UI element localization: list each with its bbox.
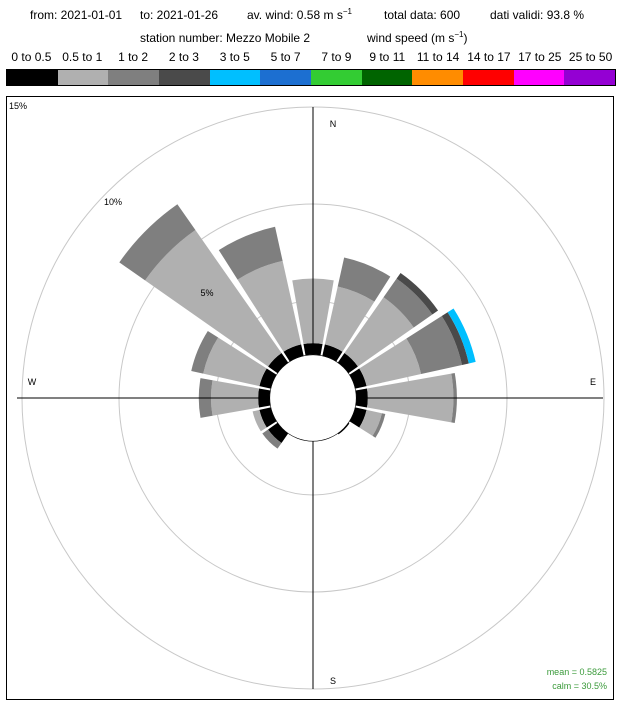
- calm-value: calm = 30.5%: [552, 681, 607, 691]
- legend-swatch: [7, 70, 58, 85]
- petal-segment: [268, 353, 289, 374]
- from-date: from: 2021-01-01: [30, 8, 123, 22]
- wind-speed-text: wind speed (m s: [367, 31, 455, 45]
- petal-segment: [372, 413, 386, 438]
- wind-speed-title: wind speed (m s−1): [367, 30, 468, 46]
- petal-segment: [259, 407, 277, 428]
- petal-segment: [337, 257, 391, 302]
- petal-segment: [447, 308, 476, 364]
- petal-group: [119, 204, 476, 449]
- legend-label: 3 to 5: [219, 50, 250, 64]
- label-group: N E S W 10% 5%: [28, 119, 596, 686]
- legend-label: 9 to 11: [369, 50, 406, 64]
- legend-label: 0.5 to 1: [62, 50, 103, 64]
- petal-segment: [359, 409, 382, 436]
- direction-label-w: W: [28, 377, 37, 387]
- direction-label-s: S: [330, 676, 336, 686]
- petal-segment: [406, 315, 463, 375]
- petal-segment: [203, 337, 267, 387]
- valid-data: dati validi: 93.8 %: [490, 8, 585, 22]
- petal-segment: [237, 260, 302, 352]
- mean-value: mean = 0.5825: [547, 667, 607, 677]
- legend-label: 0 to 0.5: [11, 50, 52, 64]
- legend-swatch: [311, 70, 362, 85]
- header-row-2: station number: Mezzo Mobile 2 wind spee…: [0, 31, 618, 47]
- average-wind-exponent: −1: [342, 7, 352, 16]
- calm-circle: [269, 354, 357, 442]
- station-number: station number: Mezzo Mobile 2: [140, 31, 311, 45]
- ring-label-10: 10%: [104, 197, 122, 207]
- legend-swatch: [209, 70, 261, 85]
- ring-label-5: 5%: [200, 288, 213, 298]
- direction-label-n: N: [330, 119, 337, 129]
- average-wind-text: av. wind: 0.58 m s: [247, 8, 343, 22]
- petal-segment: [262, 429, 282, 449]
- legend-swatch: [513, 70, 565, 85]
- petal-segment: [283, 344, 304, 362]
- legend-swatch: [463, 70, 514, 85]
- legend-colorbar: [6, 69, 616, 86]
- petal-segment: [322, 344, 343, 362]
- petal-segment: [349, 407, 367, 428]
- legend-swatch: [159, 70, 210, 85]
- wind-rose-svg: N E S W 10% 5% 15% mean = 0.5825 calm = 30.5%: [9, 101, 607, 691]
- petal-segment: [359, 338, 422, 387]
- direction-label-e: E: [590, 377, 596, 387]
- petal-segment: [145, 230, 282, 367]
- legend-swatch: [57, 70, 109, 85]
- legend-swatch: [361, 70, 413, 85]
- petal-segment: [218, 226, 283, 280]
- legend-label: 17 to 25: [518, 50, 562, 64]
- legend-label: 7 to 9: [321, 50, 352, 64]
- average-wind: av. wind: 0.58 m s−1: [247, 7, 352, 23]
- petal-segment: [191, 330, 219, 374]
- legend-labels: 0 to 0.5 0.5 to 1 1 to 2 2 to 3 3 to 5 5 to 7…: [6, 50, 616, 66]
- petal-segment: [349, 368, 367, 389]
- legend-swatch: [564, 70, 616, 85]
- petal-segment: [268, 422, 289, 443]
- outer-ring-label: 15%: [9, 101, 27, 111]
- legend-label: 25 to 50: [568, 50, 613, 64]
- petal-segment: [119, 204, 196, 281]
- petal-segment: [344, 297, 414, 367]
- petal-segment: [441, 312, 469, 365]
- legend-label: 1 to 2: [118, 50, 149, 64]
- legend-label: 14 to 17: [467, 50, 511, 64]
- legend-swatch: [260, 70, 312, 85]
- legend-label: 11 to 14: [416, 50, 460, 64]
- legend-swatch: [412, 70, 464, 85]
- legend-swatch: [108, 70, 160, 85]
- header-row-1: from: 2021-01-01 to: 2021-01-26 av. wind…: [0, 8, 618, 24]
- wind-speed-suffix: ): [463, 31, 468, 45]
- petal-segment: [259, 368, 277, 389]
- legend-label: 5 to 7: [270, 50, 301, 64]
- wind-rose-plot: N E S W 10% 5% 15% mean = 0.5825 calm = 30.5%: [6, 96, 614, 700]
- to-date: to: 2021-01-26: [140, 8, 219, 22]
- total-data: total data: 600: [384, 8, 461, 22]
- axes-group: [17, 107, 603, 689]
- petal-segment: [324, 286, 375, 352]
- wind-speed-exponent: −1: [454, 30, 464, 39]
- petal-segment: [337, 353, 358, 374]
- petal-segment: [252, 409, 267, 432]
- petal-segment: [383, 278, 433, 328]
- legend-label: 2 to 3: [168, 50, 199, 64]
- petal-segment: [396, 272, 439, 315]
